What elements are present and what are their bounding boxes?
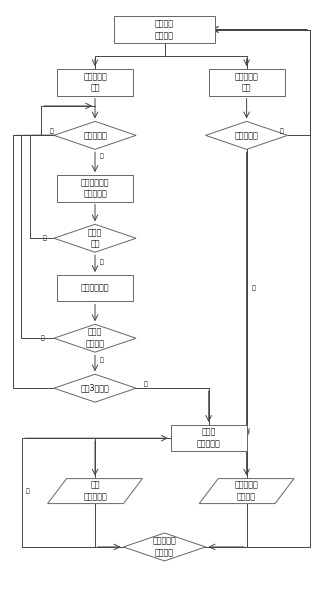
FancyBboxPatch shape: [171, 425, 247, 451]
Polygon shape: [48, 479, 142, 503]
FancyBboxPatch shape: [57, 275, 133, 301]
Text: 否: 否: [41, 335, 45, 341]
Text: 向指定手机
发送信息: 向指定手机 发送信息: [235, 481, 259, 502]
Text: 是: 是: [100, 153, 104, 159]
Text: 否: 否: [43, 235, 46, 241]
Polygon shape: [199, 479, 294, 503]
Text: 是: 是: [251, 286, 255, 291]
Text: 检测到声音: 检测到声音: [83, 131, 107, 140]
FancyBboxPatch shape: [114, 16, 215, 43]
Polygon shape: [206, 121, 288, 149]
Text: 计时器
重置并启动: 计时器 重置并启动: [197, 428, 220, 449]
Polygon shape: [54, 224, 136, 252]
FancyBboxPatch shape: [57, 175, 133, 202]
FancyBboxPatch shape: [209, 69, 285, 95]
Text: 触碰传感器
启动: 触碰传感器 启动: [235, 72, 259, 93]
Text: 分析声音频率
和声音强度: 分析声音频率 和声音强度: [81, 178, 109, 199]
Text: 是否是
儿童哭喊: 是否是 儿童哭喊: [86, 328, 105, 349]
Polygon shape: [54, 121, 136, 149]
Text: 比对声音数据: 比对声音数据: [81, 284, 109, 293]
Text: 是: 是: [100, 259, 104, 265]
Text: 检测到触碰: 检测到触碰: [235, 131, 259, 140]
Text: 是: 是: [100, 358, 104, 363]
Text: 是否是
人声: 是否是 人声: [88, 228, 102, 248]
Text: 计时结束后
车门打开: 计时结束后 车门打开: [153, 536, 176, 557]
Text: 是: 是: [144, 382, 148, 388]
Polygon shape: [123, 533, 206, 561]
Text: 否: 否: [280, 129, 284, 134]
Text: 声音传感器
启动: 声音传感器 启动: [83, 72, 107, 93]
FancyBboxPatch shape: [57, 69, 133, 95]
Text: 否: 否: [25, 488, 29, 494]
Text: 否: 否: [50, 129, 53, 134]
Text: 汽车
发出警报声: 汽车 发出警报声: [83, 481, 107, 502]
Polygon shape: [54, 324, 136, 352]
Text: 持续3声以上: 持续3声以上: [81, 384, 109, 392]
Polygon shape: [54, 374, 136, 402]
Text: 汽车息火
车门关闭: 汽车息火 车门关闭: [155, 19, 174, 40]
